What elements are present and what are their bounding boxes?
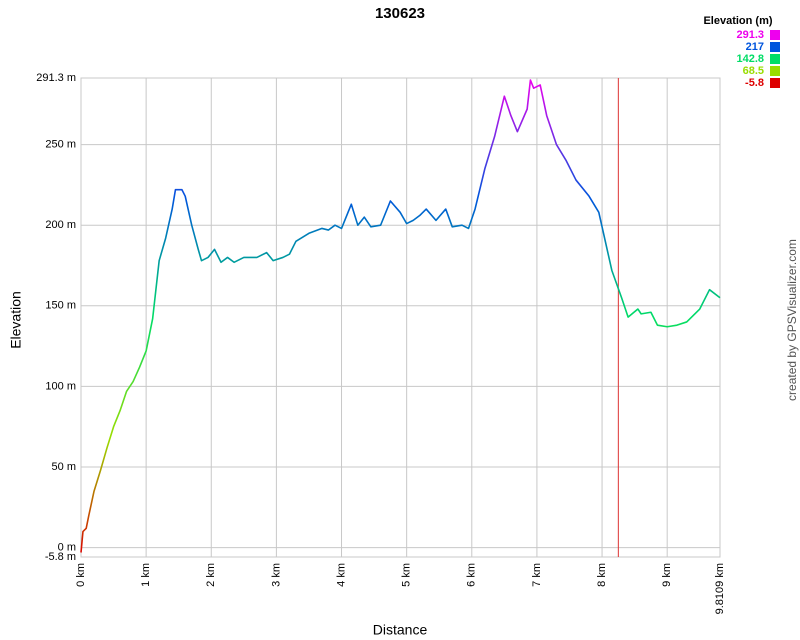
legend-label: 142.8 [736, 53, 764, 65]
y-tick-label: 100 m [45, 380, 76, 392]
legend-swatch [770, 54, 780, 64]
y-tick-label: 250 m [45, 138, 76, 150]
x-tick-label: 0 km [75, 563, 87, 587]
chart-title: 130623 [375, 5, 425, 22]
x-tick-label: 7 km [531, 563, 543, 587]
x-tick-label: 3 km [270, 563, 282, 587]
y-tick-label: -5.8 m [45, 551, 76, 563]
legend-label: -5.8 [745, 77, 764, 89]
y-tick-label: 50 m [52, 461, 76, 473]
legend-swatch [770, 78, 780, 88]
legend-swatch [770, 66, 780, 76]
credit: created by GPSVisualizer.com [785, 239, 799, 401]
y-tick-label: 150 m [45, 300, 76, 312]
x-tick-label: 5 km [401, 563, 413, 587]
y-tick-label: 291.3 m [36, 72, 76, 84]
legend-title: Elevation (m) [703, 15, 772, 27]
legend-swatch [770, 30, 780, 40]
y-axis-title: Elevation [8, 291, 24, 349]
x-tick-label: 2 km [205, 563, 217, 587]
x-tick-label: 4 km [335, 563, 347, 587]
x-tick-label: 8 km [596, 563, 608, 587]
legend-label: 68.5 [743, 65, 764, 77]
elevation-line [80, 79, 721, 553]
y-tick-label: 200 m [45, 219, 76, 231]
x-tick-label: 9 km [661, 563, 673, 587]
x-tick-label: 6 km [466, 563, 478, 587]
y-tick-label: 0 m [58, 542, 76, 554]
legend-label: 217 [746, 41, 764, 53]
plot-frame [80, 77, 721, 558]
legend-label: 291.3 [736, 29, 764, 41]
legend-swatch [770, 42, 780, 52]
x-tick-label: 1 km [140, 563, 152, 587]
x-tick-label: 9.8109 km [714, 563, 726, 614]
x-axis-title: Distance [373, 622, 428, 638]
